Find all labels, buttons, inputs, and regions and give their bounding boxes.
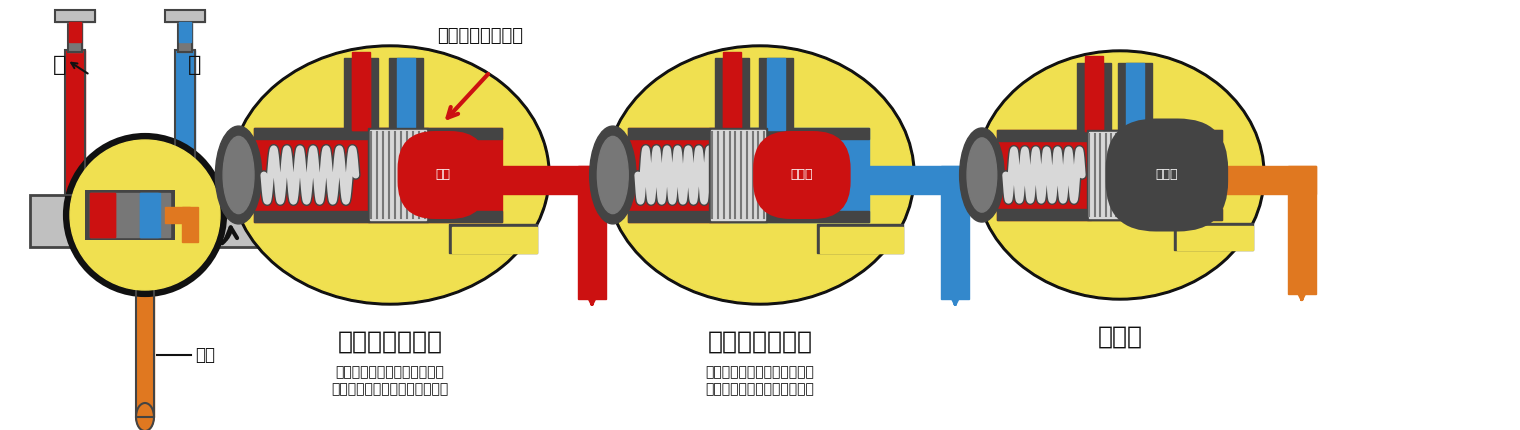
Bar (453, 227, 537, 253)
Bar (254, 128, 359, 222)
Text: 縮む: 縮む (435, 169, 450, 181)
Bar (758, 58, 792, 129)
Ellipse shape (605, 45, 915, 305)
Bar (254, 128, 502, 139)
Bar (821, 227, 903, 253)
Text: 形状記憶合金のバネが縮んで: 形状記憶合金のバネが縮んで (336, 365, 444, 379)
Bar (368, 128, 427, 222)
Bar (711, 130, 765, 220)
Bar (450, 224, 537, 253)
Circle shape (65, 135, 225, 295)
Text: お湯を多く出して温度を上げる: お湯を多く出して温度を上げる (331, 382, 448, 396)
Bar (371, 130, 426, 220)
Bar (55, 10, 94, 22)
Bar (175, 50, 195, 195)
Bar (175, 50, 195, 195)
Bar (997, 130, 1222, 141)
Bar (1125, 62, 1143, 131)
Ellipse shape (974, 50, 1265, 300)
Text: 形状記憶合金バネ: 形状記憶合金バネ (438, 27, 523, 45)
Ellipse shape (608, 48, 912, 302)
Bar (353, 58, 371, 129)
Bar (818, 224, 903, 253)
Bar (135, 247, 154, 417)
Bar (353, 52, 371, 129)
Text: 適温: 適温 (195, 346, 214, 364)
Bar (578, 166, 606, 298)
Text: 湯: 湯 (53, 55, 67, 75)
Ellipse shape (590, 126, 635, 224)
Bar (389, 58, 423, 129)
Bar (1088, 132, 1138, 218)
Bar (710, 128, 768, 222)
Bar (166, 207, 190, 223)
Text: 形状記憶合金のバネが伸びて: 形状記憶合金のバネが伸びて (705, 365, 815, 379)
Bar (628, 128, 730, 222)
Bar (502, 166, 606, 194)
Ellipse shape (223, 136, 254, 214)
Bar (65, 50, 85, 195)
Bar (997, 209, 1222, 220)
Bar (628, 128, 868, 139)
Bar (166, 10, 205, 22)
Bar (179, 22, 192, 42)
Text: 水を多く出して温度を下げる: 水を多く出して温度を下げる (705, 382, 815, 396)
Bar (1085, 56, 1104, 131)
Bar (724, 58, 742, 129)
Text: 伸びる: 伸びる (790, 169, 813, 181)
Bar (182, 207, 198, 242)
Bar (166, 10, 205, 22)
Bar (140, 193, 160, 237)
Bar (766, 58, 784, 129)
Text: 温度が下がると: 温度が下がると (337, 330, 442, 354)
Bar (1085, 62, 1104, 131)
Bar (90, 193, 116, 237)
Bar (90, 193, 116, 237)
Bar (254, 211, 502, 222)
Ellipse shape (967, 138, 997, 212)
Bar (85, 190, 175, 240)
Ellipse shape (135, 403, 154, 430)
Ellipse shape (230, 45, 550, 305)
Bar (730, 128, 868, 222)
Ellipse shape (216, 126, 261, 224)
Bar (68, 22, 81, 42)
Bar (714, 58, 749, 129)
Bar (1117, 62, 1152, 131)
Bar (68, 20, 82, 52)
Bar (140, 193, 158, 237)
Bar (397, 58, 415, 129)
Bar (359, 128, 502, 222)
Text: 適温時: 適温時 (1155, 169, 1178, 181)
Bar (1091, 130, 1222, 220)
Bar (135, 247, 154, 417)
Bar (1173, 222, 1254, 250)
Bar (90, 193, 170, 237)
Text: 温度が上がると: 温度が上がると (707, 330, 813, 354)
Bar (1287, 166, 1316, 294)
Text: 適温時: 適温時 (1097, 325, 1143, 349)
Bar (997, 130, 1091, 220)
Bar (68, 20, 82, 52)
Bar (628, 211, 868, 222)
Circle shape (70, 140, 220, 290)
Bar (55, 10, 94, 22)
Bar (1087, 130, 1140, 220)
Bar (178, 20, 192, 52)
Bar (1076, 62, 1111, 131)
Ellipse shape (959, 128, 1005, 222)
Text: 水: 水 (188, 55, 202, 75)
Bar (30, 195, 260, 247)
Bar (1176, 225, 1254, 250)
Ellipse shape (977, 53, 1262, 297)
Ellipse shape (597, 136, 628, 214)
Bar (724, 52, 742, 129)
Bar (941, 166, 970, 298)
Bar (1222, 166, 1316, 194)
Bar (178, 20, 192, 52)
Bar (65, 50, 85, 195)
Bar (868, 166, 970, 194)
Ellipse shape (233, 48, 547, 302)
Bar (344, 58, 378, 129)
